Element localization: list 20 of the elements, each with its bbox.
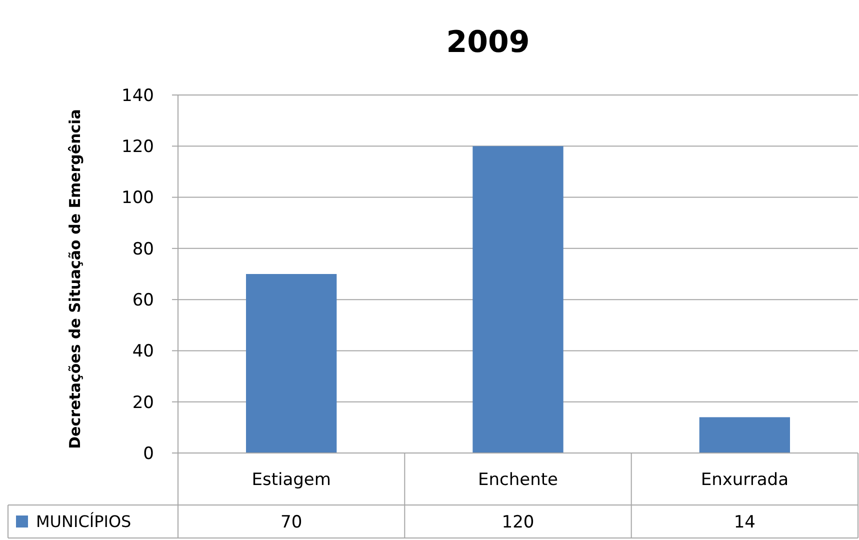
y-axis-title: Decretações de Situação de Emergência [66, 109, 84, 449]
x-tick-label: Enchente [478, 470, 558, 490]
bar [472, 146, 564, 453]
y-tick-label: 20 [132, 392, 154, 413]
legend-label: MUNICÍPIOS [36, 512, 132, 532]
y-tick-label: 100 [122, 188, 154, 208]
bar [699, 417, 790, 453]
y-tick-label: 80 [132, 239, 154, 260]
y-tick-label: 140 [122, 86, 154, 106]
y-tick-label: 40 [132, 342, 154, 362]
bar [246, 274, 337, 453]
y-tick-label: 0 [143, 444, 154, 464]
data-label: 70 [280, 512, 302, 532]
x-tick-label: Enxurrada [700, 470, 788, 490]
chart-title: 2009 [446, 25, 530, 60]
y-tick-label: 120 [122, 137, 154, 158]
y-tick-label: 60 [132, 290, 154, 311]
data-label: 120 [502, 512, 534, 532]
x-tick-label: Estiagem [252, 470, 331, 490]
data-label: 14 [734, 512, 756, 532]
